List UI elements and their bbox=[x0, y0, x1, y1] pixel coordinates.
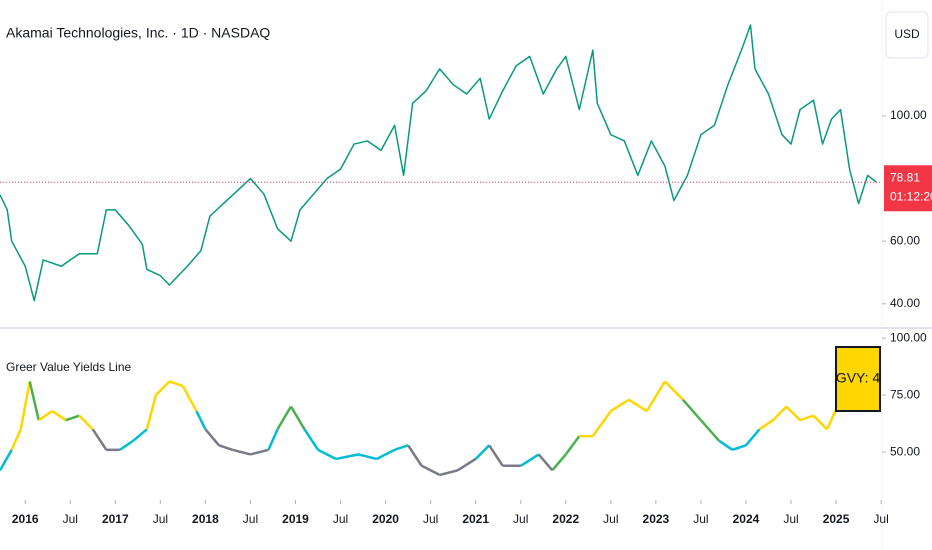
indicator-segment bbox=[812, 414, 828, 431]
indicator-segment bbox=[168, 380, 184, 388]
indicator-title: Greer Value Yields Line bbox=[6, 360, 132, 374]
indicator-segment bbox=[551, 453, 567, 472]
annotation-box bbox=[835, 346, 881, 412]
indicator-segment bbox=[407, 444, 423, 467]
indicator-segment bbox=[276, 405, 293, 430]
indicator-segment bbox=[610, 398, 630, 413]
plot-layer: 100.00 60.00 40.00 78.81 01:12:20 100.00 75.00… bbox=[0, 24, 932, 526]
indicator-segment bbox=[78, 414, 94, 431]
indicator-segment bbox=[628, 398, 648, 413]
indicator-segment bbox=[132, 428, 148, 442]
x-tick-label: Jul bbox=[333, 512, 348, 526]
indicator-segment bbox=[681, 398, 702, 422]
indicator-segment bbox=[758, 419, 774, 431]
indicator-segment bbox=[91, 428, 108, 451]
indicator-segment bbox=[10, 428, 22, 451]
x-tick-label: 2022 bbox=[552, 512, 579, 526]
indicator-segment bbox=[289, 405, 306, 430]
indicator-segment bbox=[663, 380, 684, 401]
indicator-segment bbox=[19, 381, 31, 430]
indicator-segment bbox=[376, 448, 396, 461]
indicator-segment bbox=[218, 444, 233, 452]
y-tick-label: 100.00 bbox=[890, 330, 927, 344]
currency-button[interactable] bbox=[885, 11, 929, 59]
x-tick-label: Jul bbox=[513, 512, 528, 526]
indicator-segment bbox=[51, 410, 67, 422]
indicator-segment bbox=[591, 410, 612, 437]
x-tick-label: 2025 bbox=[823, 512, 850, 526]
x-tick-label: 2017 bbox=[102, 512, 129, 526]
indicator-segment bbox=[267, 428, 279, 451]
indicator-segment bbox=[317, 448, 337, 461]
indicator-segment bbox=[154, 380, 171, 396]
indicator-segment bbox=[181, 385, 198, 412]
x-tick-label: 2020 bbox=[372, 512, 399, 526]
indicator-segment bbox=[785, 405, 801, 422]
chart-title: Akamai Technologies, Inc. · 1D · NASDAQ bbox=[6, 25, 270, 41]
currency[interactable]: USD bbox=[894, 27, 920, 41]
indicator-segment bbox=[456, 457, 477, 472]
x-tick-label: Jul bbox=[603, 512, 618, 526]
x-tick-label: 2019 bbox=[282, 512, 309, 526]
indicator-segment bbox=[474, 444, 491, 460]
indicator-segment bbox=[28, 381, 40, 421]
indicator-segment bbox=[65, 414, 80, 422]
y-tick-label: 50.00 bbox=[890, 444, 920, 458]
x-tick-label: Jul bbox=[873, 512, 888, 526]
indicator-segment bbox=[564, 435, 581, 456]
indicator-segment bbox=[119, 439, 135, 451]
countdown: 01:12:20 bbox=[890, 189, 932, 203]
y-tick-label: 75.00 bbox=[890, 387, 920, 401]
annotation: GVY: 4 bbox=[836, 370, 881, 386]
indicator-segment bbox=[204, 428, 220, 447]
indicator-segment bbox=[645, 380, 666, 412]
indicator-segment bbox=[195, 410, 207, 430]
last-price-label: 78.81 bbox=[890, 170, 920, 184]
indicator-segment bbox=[699, 419, 720, 442]
indicator-segment bbox=[520, 453, 540, 467]
x-tick-label: 2021 bbox=[462, 512, 489, 526]
x-tick-label: 2024 bbox=[733, 512, 760, 526]
indicator-segment bbox=[394, 444, 409, 452]
indicator-segment bbox=[358, 453, 377, 461]
x-tick-label: Jul bbox=[63, 512, 78, 526]
indicator-segment bbox=[38, 410, 53, 422]
x-tick-label: 2016 bbox=[12, 512, 39, 526]
indicator-segment bbox=[732, 444, 747, 452]
indicator-segment bbox=[335, 453, 359, 461]
indicator-segment bbox=[250, 448, 269, 456]
x-tick-label: 2023 bbox=[643, 512, 670, 526]
x-tick-label: Jul bbox=[693, 512, 708, 526]
indicator-segment bbox=[745, 428, 761, 447]
y-tick-label: 100.00 bbox=[890, 108, 927, 122]
indicator-segment bbox=[488, 444, 504, 467]
indicator-segment bbox=[772, 405, 788, 422]
y-tick-label: 60.00 bbox=[890, 233, 920, 247]
last-price-box bbox=[884, 165, 932, 212]
x-tick-label: Jul bbox=[243, 512, 258, 526]
y-tick-label: 40.00 bbox=[890, 296, 920, 310]
indicator-segment bbox=[421, 464, 441, 477]
indicator-segment bbox=[718, 439, 734, 451]
x-tick-label: Jul bbox=[153, 512, 168, 526]
indicator-segment bbox=[799, 414, 814, 422]
x-tick-label: Jul bbox=[783, 512, 798, 526]
x-tick-label: 2018 bbox=[192, 512, 219, 526]
indicator-segment bbox=[439, 469, 458, 477]
indicator-segment bbox=[303, 428, 320, 451]
indicator-segment bbox=[232, 448, 251, 456]
indicator-segment bbox=[145, 394, 158, 430]
indicator-segment bbox=[0, 449, 13, 471]
series-line bbox=[0, 24, 878, 302]
x-tick-label: Jul bbox=[423, 512, 438, 526]
indicator-segment bbox=[537, 453, 554, 472]
